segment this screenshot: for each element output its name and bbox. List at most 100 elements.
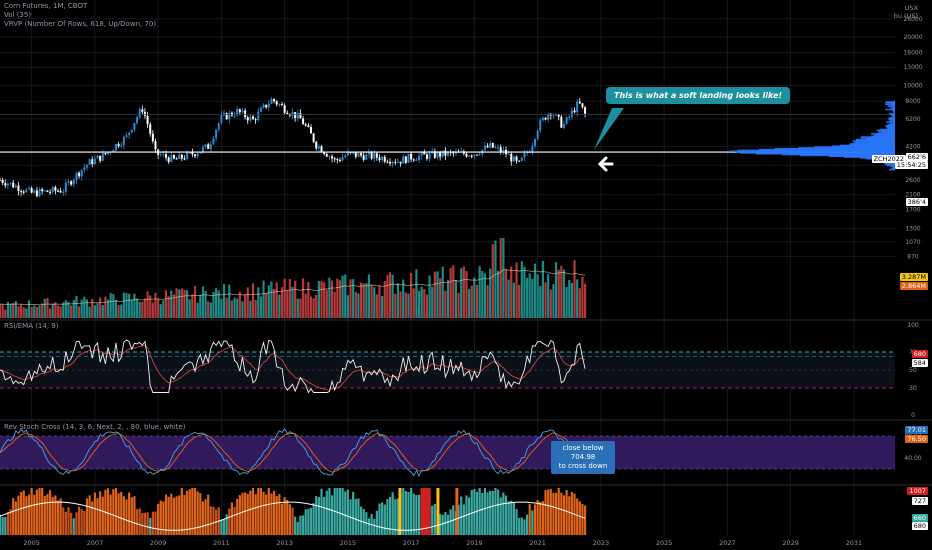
hvp-bar <box>133 496 136 535</box>
volume-bar <box>99 297 102 318</box>
volume-profile-bar <box>839 144 895 147</box>
stoch-note: close below 704.98 to cross down <box>551 441 615 474</box>
hvp-bar <box>449 509 452 535</box>
hvp-bar <box>404 491 407 535</box>
volume-average-line <box>0 269 586 306</box>
hvp-bar <box>315 496 318 535</box>
volume-bar <box>349 279 352 318</box>
hvp-bar <box>336 488 339 535</box>
hvp-bar <box>251 488 255 535</box>
hvp-bar <box>549 488 552 535</box>
volume-bar <box>30 306 33 318</box>
volume-bar <box>410 272 413 318</box>
candle-body <box>278 104 281 106</box>
candle-body <box>373 153 376 159</box>
volume-bar <box>80 299 83 318</box>
volume-bar <box>346 295 349 318</box>
candle-body <box>352 152 355 154</box>
hvp-bar <box>59 498 62 535</box>
hvp-bar <box>412 493 415 535</box>
hvp-bar <box>6 512 10 535</box>
candle-body <box>502 149 505 153</box>
candle-body <box>420 152 423 156</box>
volume-bar <box>402 279 405 318</box>
candle-body <box>204 144 207 147</box>
hvp-bar <box>267 488 270 535</box>
hvp-bar <box>562 495 566 535</box>
hvp-bar <box>407 492 410 535</box>
hvp-bar <box>149 517 152 535</box>
candle-body <box>33 190 36 193</box>
volume-bar <box>533 263 537 318</box>
y-tick-label: 2100 <box>905 192 920 199</box>
volume-bar <box>504 268 508 318</box>
stoch-note-line1: close below 704.98 <box>562 444 604 461</box>
candle-body <box>541 117 544 121</box>
hvp-bar <box>457 504 460 535</box>
volume-profile-bar <box>890 102 895 105</box>
volume-bar <box>230 300 234 318</box>
currency-label: USX <box>904 4 918 12</box>
hvp-bar <box>304 509 307 535</box>
candle-body <box>309 126 312 134</box>
hvp-bar <box>470 490 473 535</box>
vol-tag-2: 2.864M <box>899 282 928 290</box>
volume-bar <box>304 293 307 318</box>
volume-profile-bar <box>887 126 895 128</box>
y-tick-label: 13000 <box>903 64 922 71</box>
volume-bar <box>272 288 276 318</box>
hvp-bar <box>383 504 386 535</box>
candle-body <box>107 151 110 155</box>
candle-body <box>565 117 568 124</box>
hvp-bar <box>228 508 231 535</box>
y-tick-label: 10000 <box>903 83 922 90</box>
volume-profile-bar <box>890 165 895 168</box>
candle-body <box>64 182 67 192</box>
volume-bar <box>183 289 186 318</box>
hvp-bar <box>93 492 96 535</box>
volume-bar <box>204 290 207 318</box>
candle-body <box>273 99 276 102</box>
hvp-bar <box>583 505 587 535</box>
candle-body <box>207 144 210 149</box>
candle-body <box>333 158 336 160</box>
candle-body <box>365 154 368 160</box>
candle-body <box>25 189 28 193</box>
candle-body <box>146 115 149 125</box>
hvp-bar <box>396 498 400 535</box>
hvp-bar <box>446 514 450 535</box>
volume-bar <box>386 274 389 318</box>
volume-bar <box>265 292 268 318</box>
hvp-bar <box>323 496 326 535</box>
hvp-bar <box>249 490 252 535</box>
volume-bar <box>554 262 558 318</box>
hvp-bar <box>257 488 260 535</box>
hvp-bar <box>280 503 284 535</box>
y-tick-label: 1300 <box>905 225 920 232</box>
hvp-bar <box>33 494 36 535</box>
legend-vol: Vol (35) <box>4 11 32 19</box>
volume-profile-bar <box>886 121 895 123</box>
hvp-bar <box>286 499 289 535</box>
hvp-bar <box>497 489 500 535</box>
hvp-bar <box>507 501 510 535</box>
candle-body <box>386 161 389 163</box>
volume-bar <box>112 293 115 318</box>
volume-bar <box>143 298 147 318</box>
hvp-bar <box>518 518 521 535</box>
hvp-bar <box>417 494 421 535</box>
countdown-tag: 15:54:25 <box>894 161 928 169</box>
volume-bar <box>133 293 136 318</box>
hvp-bar <box>386 499 389 535</box>
volume-bar <box>106 299 110 318</box>
candle-body <box>233 115 236 117</box>
hvp-bar <box>233 507 236 535</box>
candle-body <box>252 116 255 120</box>
y-tick-label: 1070 <box>905 239 920 246</box>
hvp-bar <box>525 514 529 535</box>
volume-bar <box>51 303 54 318</box>
hvp-bar <box>494 488 497 535</box>
candle-body <box>557 114 560 117</box>
volume-bar <box>241 301 244 318</box>
